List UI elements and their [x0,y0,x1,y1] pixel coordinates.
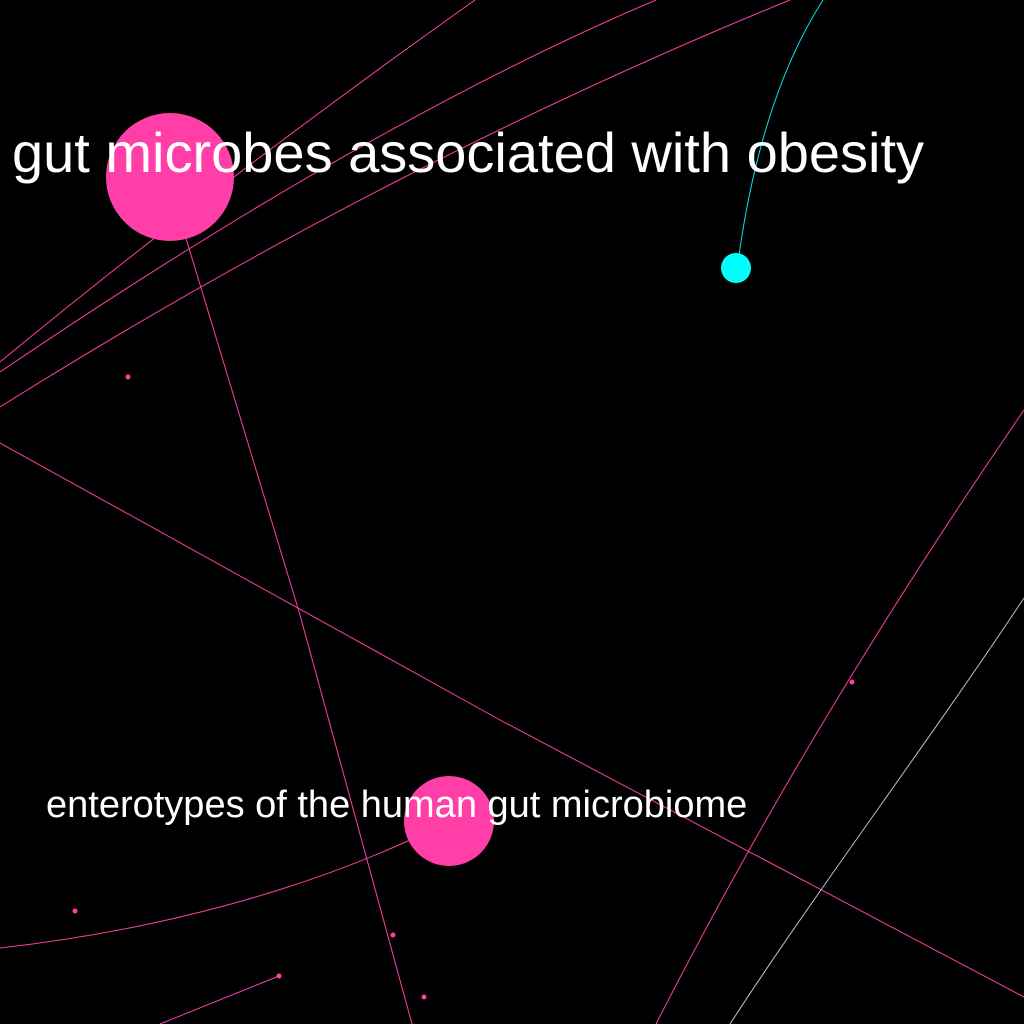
nodes [72,113,855,1000]
node-label-enterotypes: enterotypes of the human gut microbiome [46,784,748,826]
edge [737,0,824,263]
edge [159,975,280,1024]
edge [0,0,657,373]
edge [184,234,413,1024]
edge [729,597,1024,1024]
node-small[interactable] [421,994,427,1000]
node-small[interactable] [125,374,131,380]
edge [655,409,1024,1024]
node-cyan[interactable] [721,253,751,283]
edge [0,0,476,363]
node-small[interactable] [276,973,282,979]
edge [0,442,1024,998]
node-large[interactable] [404,776,494,866]
edge [0,0,791,408]
node-small[interactable] [849,679,855,685]
edge [0,839,411,949]
node-small[interactable] [72,908,78,914]
node-label-obesity: gut microbes associated with obesity [12,121,924,184]
node-large[interactable] [106,113,234,241]
node-small[interactable] [390,932,396,938]
